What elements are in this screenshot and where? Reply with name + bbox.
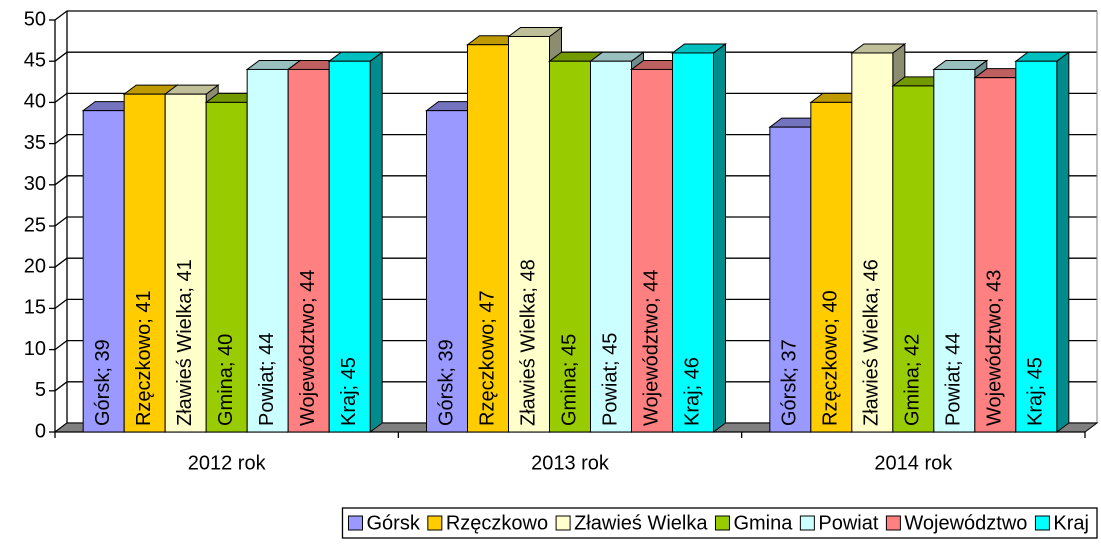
legend-swatch (885, 515, 901, 531)
bar (287, 68, 330, 433)
bar-side (713, 42, 726, 433)
bar (590, 60, 632, 433)
y-tick-label: 30 (24, 173, 46, 195)
legend-swatch (799, 515, 815, 531)
bar (549, 60, 591, 433)
data-label: Powiat; 45 (599, 333, 621, 426)
grid-line (54, 10, 1097, 21)
bar (426, 110, 468, 433)
data-label: Kraj; 45 (1025, 357, 1047, 426)
bar (123, 93, 166, 433)
legend-label: Kraj (1053, 512, 1089, 534)
y-tick-label: 15 (24, 297, 46, 319)
y-tick-label: 10 (24, 338, 46, 360)
data-label: Kraj; 46 (681, 357, 703, 426)
data-label: Województwo; 44 (297, 270, 319, 426)
y-tick-label: 5 (35, 379, 46, 401)
data-label: Zławieś Wielka; 46 (861, 259, 883, 426)
data-label: Rzęczkowo; 47 (476, 290, 498, 426)
data-label: Gmina; 42 (902, 334, 924, 426)
bar-side (369, 51, 383, 433)
data-label: Województwo; 43 (984, 270, 1006, 426)
bar (82, 110, 125, 433)
data-label: Gmina; 40 (215, 334, 237, 426)
data-label: Powiat; 44 (943, 333, 965, 426)
y-tick-label: 25 (24, 214, 46, 236)
y-tick-label: 45 (24, 49, 46, 71)
legend-label: Górsk (366, 512, 420, 534)
legend-swatch (555, 515, 571, 531)
bar (631, 68, 673, 433)
bar (164, 93, 207, 433)
data-label: Województwo; 44 (640, 270, 662, 426)
bar (508, 35, 550, 433)
bar (1015, 60, 1058, 433)
data-label: Zławieś Wielka; 41 (174, 259, 196, 426)
legend-swatch (1034, 515, 1050, 531)
data-label: Zławieś Wielka; 48 (517, 259, 539, 426)
data-label: Kraj; 45 (338, 357, 360, 426)
legend-swatch (347, 515, 363, 531)
x-tick-label: 2014 rok (874, 452, 953, 474)
data-label: Górsk; 37 (779, 339, 801, 426)
data-label: Powiat; 44 (256, 333, 278, 426)
bar (467, 44, 509, 433)
bar (328, 60, 371, 433)
y-tick-label: 50 (24, 8, 46, 30)
y-tick-label: 0 (35, 420, 46, 442)
bar (672, 52, 714, 433)
legend-label: Gmina (733, 512, 793, 534)
data-label: Rzęczkowo; 41 (133, 290, 155, 426)
legend-swatch (714, 515, 730, 531)
legend-label: Powiat (818, 512, 878, 534)
bar (769, 126, 812, 433)
bar (933, 68, 976, 433)
legend: Górsk Rzęczkowo Zławieś Wielka Gmina Powiat W… (341, 507, 1098, 539)
bar (974, 77, 1017, 433)
legend-swatch (427, 515, 443, 531)
y-tick-label: 20 (24, 255, 46, 277)
data-label: Górsk; 39 (92, 339, 114, 426)
legend-label: Województwo (904, 512, 1027, 534)
data-label: Górsk; 39 (435, 339, 457, 426)
bar (246, 68, 289, 433)
y-tick-label: 35 (24, 132, 46, 154)
data-label: Rzęczkowo; 40 (820, 290, 842, 426)
data-label: Gmina; 45 (558, 334, 580, 426)
legend-label: Rzęczkowo (446, 512, 548, 534)
x-tick-label: 2012 rok (188, 452, 267, 474)
x-tick-label: 2013 rok (531, 452, 610, 474)
y-tick-label: 40 (24, 91, 46, 113)
legend-label: Zławieś Wielka (574, 512, 708, 534)
bar (205, 101, 248, 433)
bar-side (1056, 51, 1070, 433)
